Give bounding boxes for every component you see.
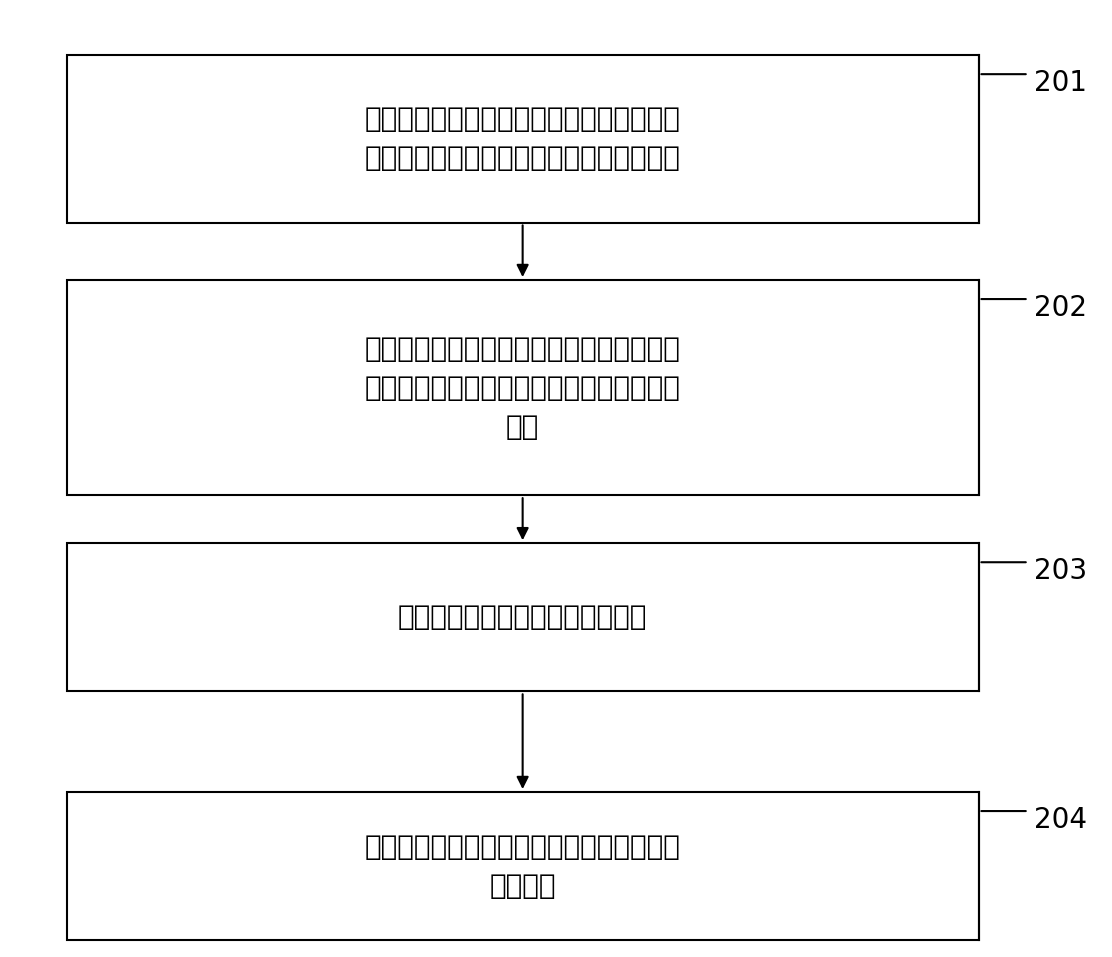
FancyBboxPatch shape [67,544,979,691]
Text: 对获取的单纯的网格图像进行细化: 对获取的单纯的网格图像进行细化 [398,603,647,632]
FancyBboxPatch shape [67,279,979,496]
Text: 202: 202 [1034,295,1088,323]
FancyBboxPatch shape [67,792,979,940]
Text: 203: 203 [1034,557,1088,586]
FancyBboxPatch shape [67,56,979,222]
Text: 对采集的图像进行预处理，并对预处理后的
图像进行颜色空间转换，提取背景网格图像: 对采集的图像进行预处理，并对预处理后的 图像进行颜色空间转换，提取背景网格图像 [365,105,681,172]
Text: 计算单位网格所占的像素数和单位长度所占
的像素数: 计算单位网格所占的像素数和单位长度所占 的像素数 [365,833,681,900]
Text: 应用形态学处理方法对背景网格图像进行处
理，并采用最小外接矩形法获取单纯的网格
图像: 应用形态学处理方法对背景网格图像进行处 理，并采用最小外接矩形法获取单纯的网格 … [365,335,681,440]
Text: 201: 201 [1034,70,1088,98]
Text: 204: 204 [1034,806,1088,835]
